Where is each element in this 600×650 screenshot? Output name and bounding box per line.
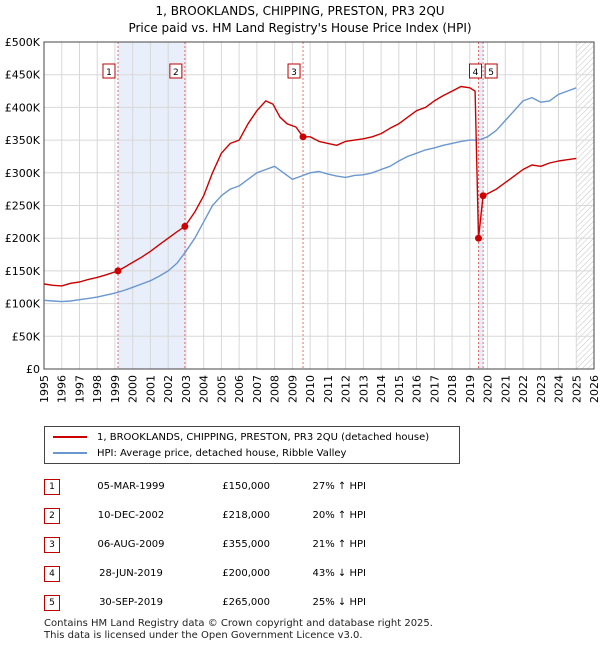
- sale-number-badge: 5: [44, 594, 60, 611]
- footer-licence: This data is licensed under the Open Gov…: [44, 630, 363, 641]
- sales-table: 1 05-MAR-1999 £150,000 27% ↑ HPI 2 10-DE…: [44, 472, 366, 617]
- x-tick-label: 2024: [553, 375, 566, 403]
- sale-date: 28-JUN-2019: [99, 568, 163, 579]
- sale-label-number: 3: [291, 68, 297, 78]
- table-row: 1 05-MAR-1999 £150,000 27% ↑ HPI: [44, 472, 366, 501]
- x-tick-label: 2025: [570, 375, 583, 403]
- x-tick-label: 2015: [393, 375, 406, 403]
- sale-label-box: [484, 63, 498, 79]
- legend-item-hpi: HPI: Average price, detached house, Ribb…: [53, 445, 346, 461]
- sale-price: £355,000: [222, 539, 270, 550]
- sale-date: 06-AUG-2009: [97, 539, 165, 550]
- sale-date: 05-MAR-1999: [97, 481, 165, 492]
- sale-date: 30-SEP-2019: [99, 597, 163, 608]
- sale-price: £200,000: [222, 568, 270, 579]
- sale-number-badge: 1: [44, 478, 60, 495]
- x-tick-label: 2001: [144, 375, 157, 403]
- sale-date: 10-DEC-2002: [97, 510, 165, 521]
- sale-point: [479, 192, 487, 200]
- sale-label-box: [287, 63, 301, 79]
- x-tick-label: 1998: [91, 375, 104, 403]
- y-tick-label: £500K: [5, 36, 41, 49]
- sale-point: [475, 234, 482, 242]
- sale-label-box: [102, 63, 116, 79]
- sale-hpi-diff: 27% ↑ HPI: [312, 481, 366, 492]
- sale-price: £150,000: [222, 481, 270, 492]
- hpi-line: [43, 87, 577, 303]
- legend-item-property: 1, BROOKLANDS, CHIPPING, PRESTON, PR3 2Q…: [53, 429, 429, 445]
- x-tick-label: 2004: [198, 375, 211, 403]
- sale-hpi-diff: 25% ↓ HPI: [312, 597, 366, 608]
- y-tick-label: £150K: [5, 265, 41, 278]
- y-tick-label: £50K: [12, 330, 41, 343]
- sale-hpi-diff: 20% ↑ HPI: [312, 510, 366, 521]
- table-row: 2 10-DEC-2002 £218,000 20% ↑ HPI: [44, 501, 366, 530]
- legend-swatch-property: [53, 436, 87, 438]
- sale-number-badge: 2: [44, 507, 60, 524]
- x-tick-label: 2022: [517, 375, 530, 403]
- y-tick-label: £0: [26, 363, 40, 376]
- x-tick-label: 2018: [446, 375, 459, 403]
- x-tick-label: 2009: [286, 375, 299, 403]
- sale-label-number: 4: [473, 68, 479, 78]
- x-tick-label: 2007: [251, 375, 264, 403]
- x-tick-label: 2013: [357, 375, 370, 403]
- x-tick-label: 2014: [375, 375, 388, 403]
- sale-hpi-diff: 21% ↑ HPI: [312, 539, 366, 550]
- sale-label-number: 2: [173, 68, 179, 78]
- x-tick-label: 2016: [411, 375, 424, 403]
- sale-point: [181, 222, 189, 230]
- table-row: 3 06-AUG-2009 £355,000 21% ↑ HPI: [44, 530, 366, 559]
- sale-number-badge: 4: [44, 565, 60, 582]
- y-tick-label: £200K: [5, 232, 41, 245]
- x-tick-label: 2000: [127, 375, 140, 403]
- x-tick-label: 2010: [304, 375, 317, 403]
- plot-frame: [43, 41, 595, 370]
- y-tick-label: £250K: [5, 200, 41, 213]
- x-tick-label: 2017: [428, 375, 441, 403]
- footer-note: Contains HM Land Registry data © Crown c…: [44, 618, 433, 642]
- x-tick-label: 2006: [233, 375, 246, 403]
- x-tick-label: 1996: [56, 375, 69, 403]
- sale-point: [114, 267, 122, 275]
- table-row: 4 28-JUN-2019 £200,000 43% ↓ HPI: [44, 559, 366, 588]
- sale-label-number: 1: [106, 68, 112, 78]
- x-tick-label: 2002: [162, 375, 175, 403]
- y-tick-label: £300K: [5, 167, 41, 180]
- sale-point: [299, 133, 307, 141]
- price-chart: £0 £50K £100K £150K £200K £250K £300K £350K £400…: [5, 36, 600, 403]
- footer-copyright: Contains HM Land Registry data © Crown c…: [44, 618, 433, 629]
- y-tick-label: £100K: [5, 298, 41, 311]
- x-tick-label: 2019: [464, 375, 477, 403]
- sale-number-badge: 3: [44, 536, 60, 553]
- x-tick-label: 2026: [588, 375, 600, 403]
- x-tick-label: 2012: [340, 375, 353, 403]
- x-tick-label: 1995: [38, 375, 51, 403]
- legend: 1, BROOKLANDS, CHIPPING, PRESTON, PR3 2Q…: [44, 426, 460, 464]
- table-row: 5 30-SEP-2019 £265,000 25% ↓ HPI: [44, 588, 366, 617]
- sale-label-box: [169, 63, 183, 79]
- x-tick-label: 2021: [499, 375, 512, 403]
- sale-label-number: 5: [488, 68, 494, 78]
- chart-subtitle: Price paid vs. HM Land Registry's House …: [128, 21, 472, 35]
- y-tick-label: £350K: [5, 134, 41, 147]
- sale-label-box: [469, 63, 482, 79]
- chart-title: 1, BROOKLANDS, CHIPPING, PRESTON, PR3 2Q…: [155, 4, 445, 18]
- x-tick-label: 1997: [73, 375, 86, 403]
- legend-swatch-hpi: [53, 452, 87, 454]
- x-tick-label: 2020: [482, 375, 495, 403]
- x-tick-label: 1999: [109, 375, 122, 403]
- legend-label-hpi: HPI: Average price, detached house, Ribb…: [97, 447, 347, 459]
- y-tick-label: £450K: [5, 69, 41, 82]
- x-tick-label: 2023: [535, 375, 548, 403]
- sale-hpi-diff: 43% ↓ HPI: [312, 568, 366, 579]
- x-tick-label: 2003: [180, 375, 193, 403]
- legend-label-property: 1, BROOKLANDS, CHIPPING, PRESTON, PR3 2Q…: [97, 431, 430, 443]
- y-tick-label: £400K: [5, 101, 41, 114]
- x-tick-label: 2011: [322, 375, 335, 403]
- x-tick-label: 2008: [269, 375, 282, 403]
- x-tick-label: 2005: [215, 375, 228, 403]
- sale-price: £265,000: [222, 597, 270, 608]
- sale-price: £218,000: [222, 510, 270, 521]
